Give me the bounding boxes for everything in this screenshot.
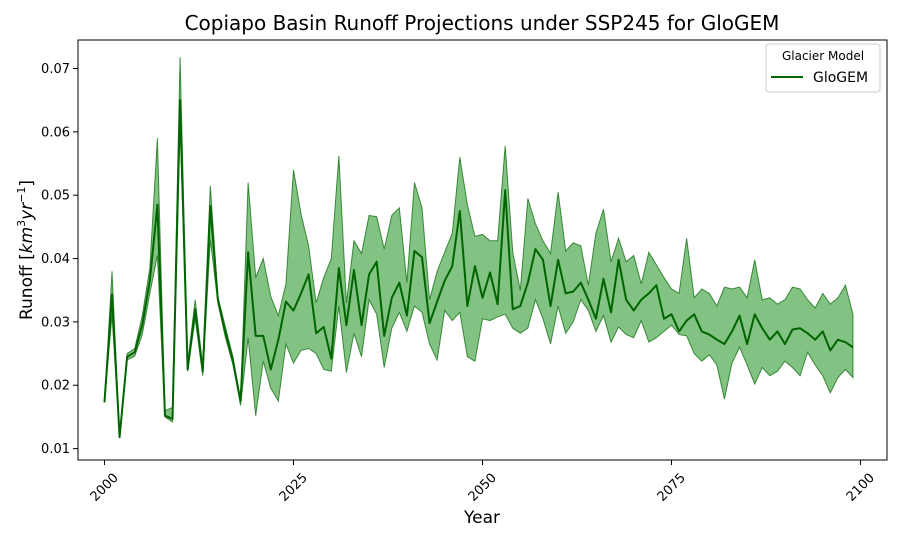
- y-tick-label: 0.07: [41, 62, 70, 77]
- y-tick-label: 0.04: [41, 252, 70, 267]
- y-tick-label: 0.02: [41, 379, 70, 394]
- y-tick-label: 0.06: [41, 125, 70, 140]
- uncertainty-band-0: [103, 57, 854, 438]
- y-tick-label: 0.01: [41, 442, 70, 457]
- y-tick-label: 0.03: [41, 315, 70, 330]
- series-line-0: [103, 99, 854, 439]
- legend: Glacier Model GloGEM: [765, 43, 881, 93]
- y-tick-label: 0.05: [41, 189, 70, 204]
- legend-title: Glacier Model: [782, 49, 864, 63]
- plot-area: [103, 57, 854, 439]
- legend-entry-glogem: GloGEM: [813, 70, 868, 86]
- y-axis-label: Runoff [km3yr−1]: [15, 180, 37, 320]
- chart-title: Copiapo Basin Runoff Projections under S…: [185, 11, 780, 35]
- x-axis-label: Year: [463, 508, 500, 528]
- y-axis: 0.01 0.02 0.03 0.04 0.05 0.06 0.07: [41, 62, 78, 457]
- legend-box: [765, 43, 881, 93]
